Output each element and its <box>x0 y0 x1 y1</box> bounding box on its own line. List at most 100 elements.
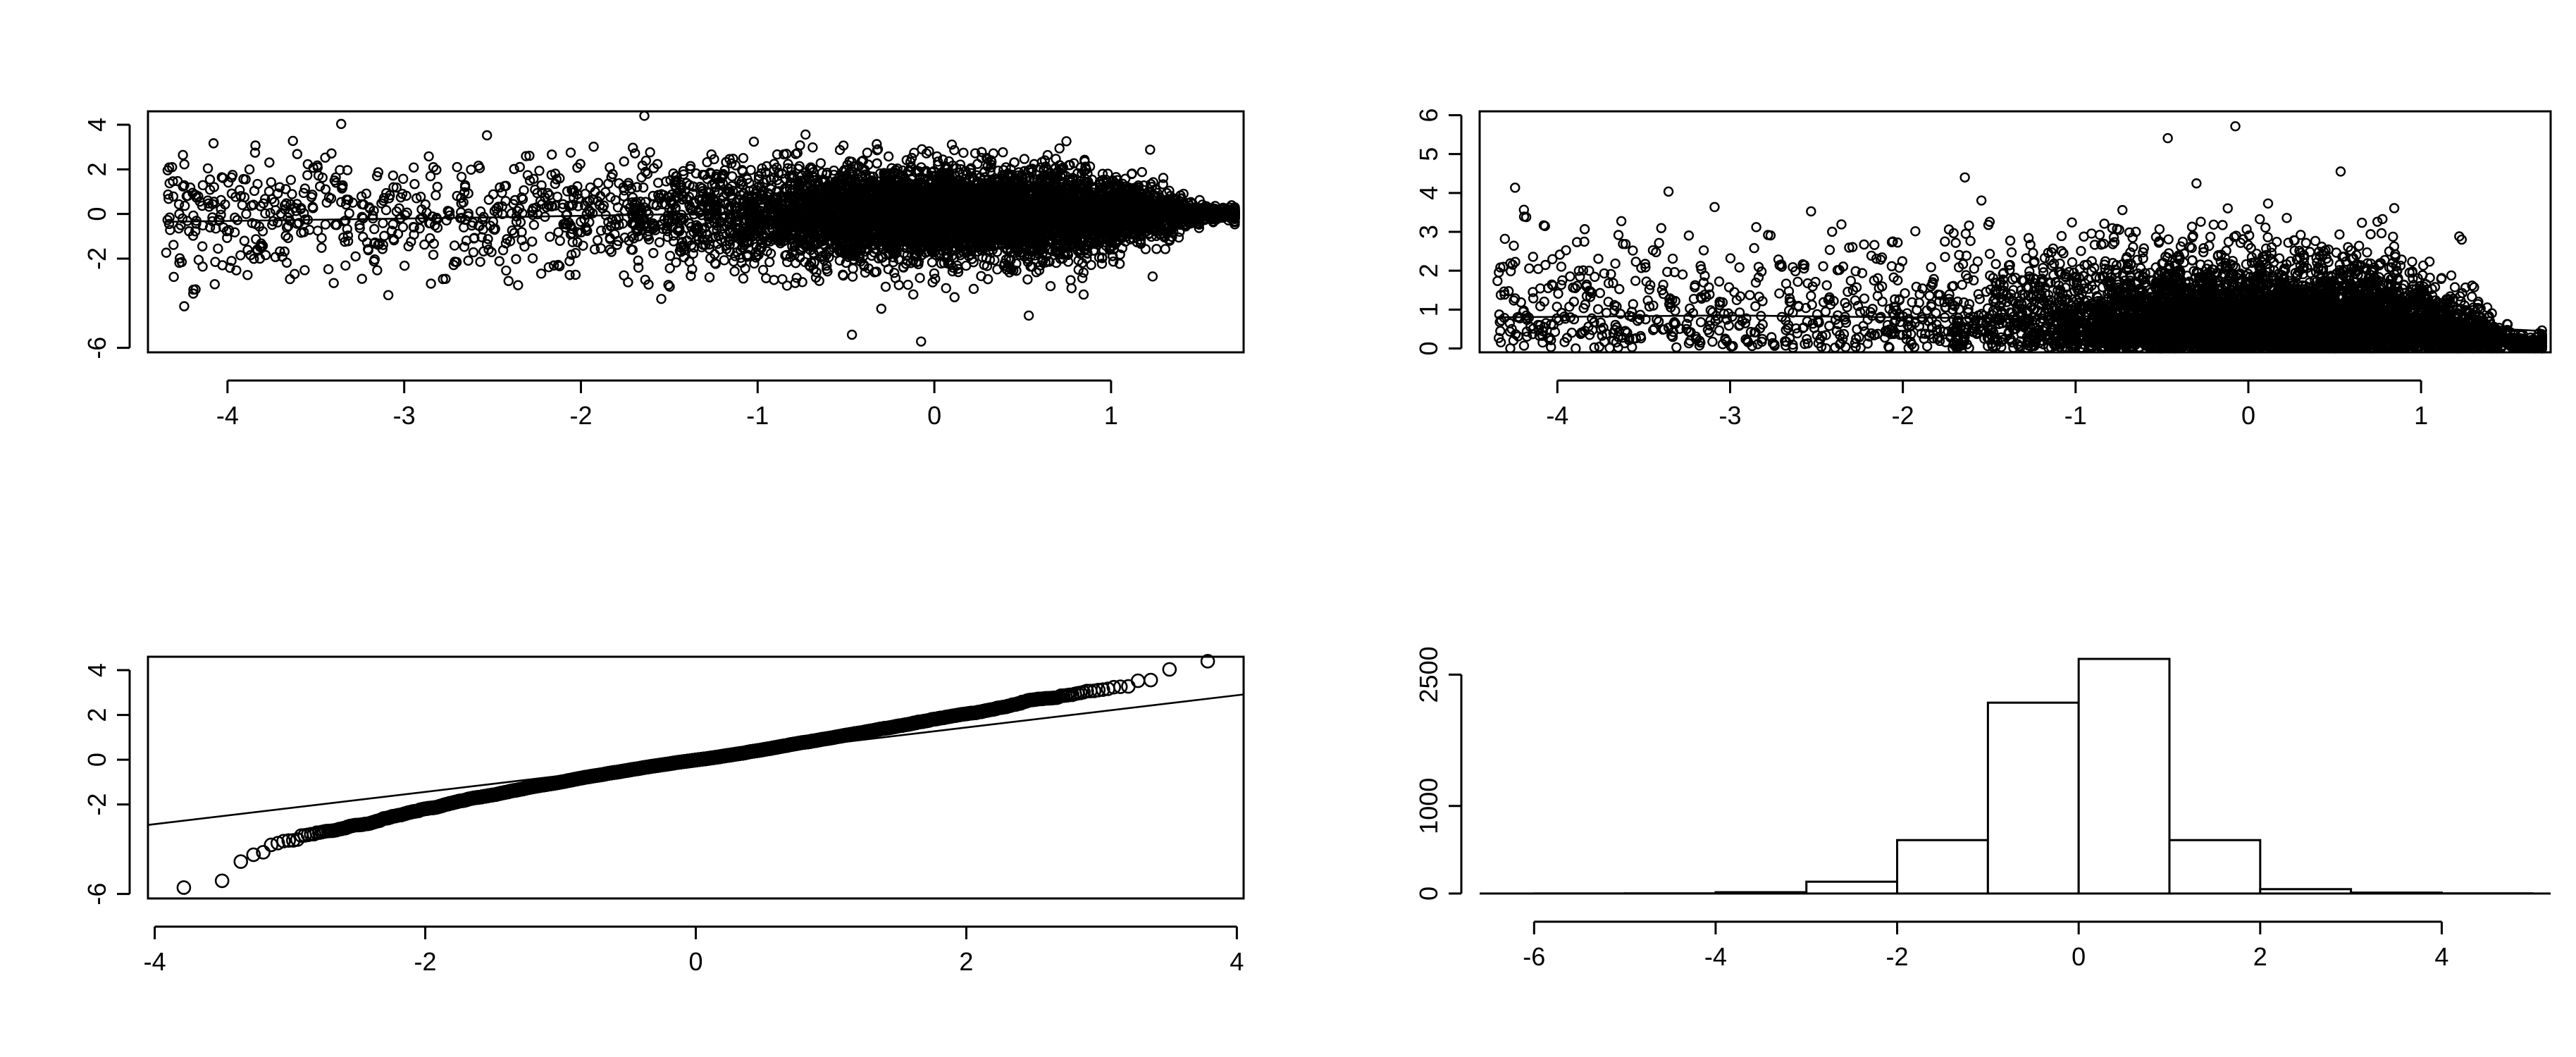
scatter-point <box>815 158 826 168</box>
scatter-point <box>397 173 409 185</box>
scatter-point <box>242 270 253 280</box>
scatter-point <box>316 242 327 253</box>
scatter-point <box>244 164 255 175</box>
scatter-point <box>378 218 388 228</box>
scatter-point <box>1019 154 1030 164</box>
scatter-point <box>432 181 442 192</box>
scatter-point <box>729 266 740 277</box>
scatter-point <box>654 237 665 248</box>
scatter-point <box>213 243 223 254</box>
scatter-point <box>388 170 399 181</box>
scatter-point <box>704 272 715 283</box>
scatter-point <box>372 265 383 276</box>
scatter-point <box>431 190 441 201</box>
scatter-point <box>280 230 291 241</box>
scatter-point <box>449 240 460 251</box>
scatter-point <box>565 147 576 158</box>
scatter-point <box>369 223 380 235</box>
scatter-point <box>425 171 436 182</box>
scatter-point <box>883 151 894 162</box>
scatter-point <box>941 283 951 294</box>
scatter-point <box>287 189 297 199</box>
scatter-point <box>1160 244 1171 254</box>
scatter-point <box>507 225 518 236</box>
scatter-point <box>226 256 237 266</box>
scatter-point <box>958 147 969 159</box>
scatter-point <box>572 237 583 247</box>
scatter-point <box>554 261 565 272</box>
scatter-point <box>336 118 347 130</box>
scatter-point <box>1078 289 1089 300</box>
scatter-point <box>179 159 190 170</box>
scatter-point <box>1051 154 1061 164</box>
scatter-point <box>299 183 311 194</box>
scatter-point <box>562 186 573 197</box>
scatter-point <box>645 147 655 158</box>
scatter-point <box>241 209 252 219</box>
scatter-point <box>488 189 499 200</box>
scatter-point <box>543 261 555 273</box>
scatter-point <box>553 227 564 237</box>
scatter-point <box>1078 267 1089 278</box>
scatter-point <box>648 247 659 259</box>
scatter-point <box>177 213 188 224</box>
scatter-point <box>501 265 512 276</box>
scatter-point <box>757 264 769 276</box>
scatter-point <box>862 147 873 158</box>
scatter-point <box>761 273 772 283</box>
scatter-point <box>168 271 179 283</box>
scatter-point <box>606 247 617 257</box>
scatter-point <box>168 176 178 187</box>
scatter-point <box>946 139 958 150</box>
scatter-point <box>161 247 172 258</box>
scatter-point <box>545 231 555 242</box>
scatter-point <box>503 276 514 286</box>
scatter-point <box>686 271 696 281</box>
scatter-point <box>209 279 220 290</box>
scatter-point <box>534 166 545 176</box>
scatter-point <box>178 149 188 161</box>
scatter-point <box>1077 273 1088 283</box>
scatter-point <box>764 256 775 268</box>
scatter-point <box>287 135 298 147</box>
scatter-point <box>916 336 927 347</box>
scatter-point <box>915 273 925 283</box>
scatter-point <box>872 139 882 149</box>
scatter-point <box>745 165 756 175</box>
scatter-point <box>624 235 634 246</box>
scatter-point <box>1066 283 1077 294</box>
scatter-point <box>456 171 467 183</box>
scatter-point <box>656 294 667 304</box>
scatter-point <box>320 219 331 230</box>
scatter-point <box>846 329 857 340</box>
scatter-point <box>685 161 696 171</box>
scatter-point <box>890 273 901 283</box>
scatter-point <box>328 278 339 288</box>
scatter-point <box>511 254 521 264</box>
scatter-point <box>553 259 564 271</box>
scatter-point <box>397 222 409 233</box>
scatter-point <box>555 235 565 246</box>
scatter-point <box>235 250 246 261</box>
scatter-point <box>671 257 681 268</box>
scatter-point <box>1054 143 1065 154</box>
scatter-point <box>535 268 547 279</box>
scatter-point <box>350 251 361 262</box>
scatter-point <box>807 142 818 153</box>
scatter-point <box>426 278 436 289</box>
scatter-point <box>664 250 676 261</box>
scatter-point <box>380 204 392 216</box>
scatter-point <box>564 270 575 280</box>
scatter-point <box>323 264 334 275</box>
scatter-point <box>408 162 419 173</box>
scatter-point <box>299 265 310 276</box>
scatter-points <box>161 111 1240 347</box>
scatter-point <box>592 235 603 246</box>
scatter-point <box>289 268 300 280</box>
scatter-point <box>283 233 294 244</box>
scatter-point <box>903 279 913 290</box>
scatter-point <box>260 208 271 219</box>
scatter-point <box>423 151 434 162</box>
scatter-point <box>237 199 248 211</box>
